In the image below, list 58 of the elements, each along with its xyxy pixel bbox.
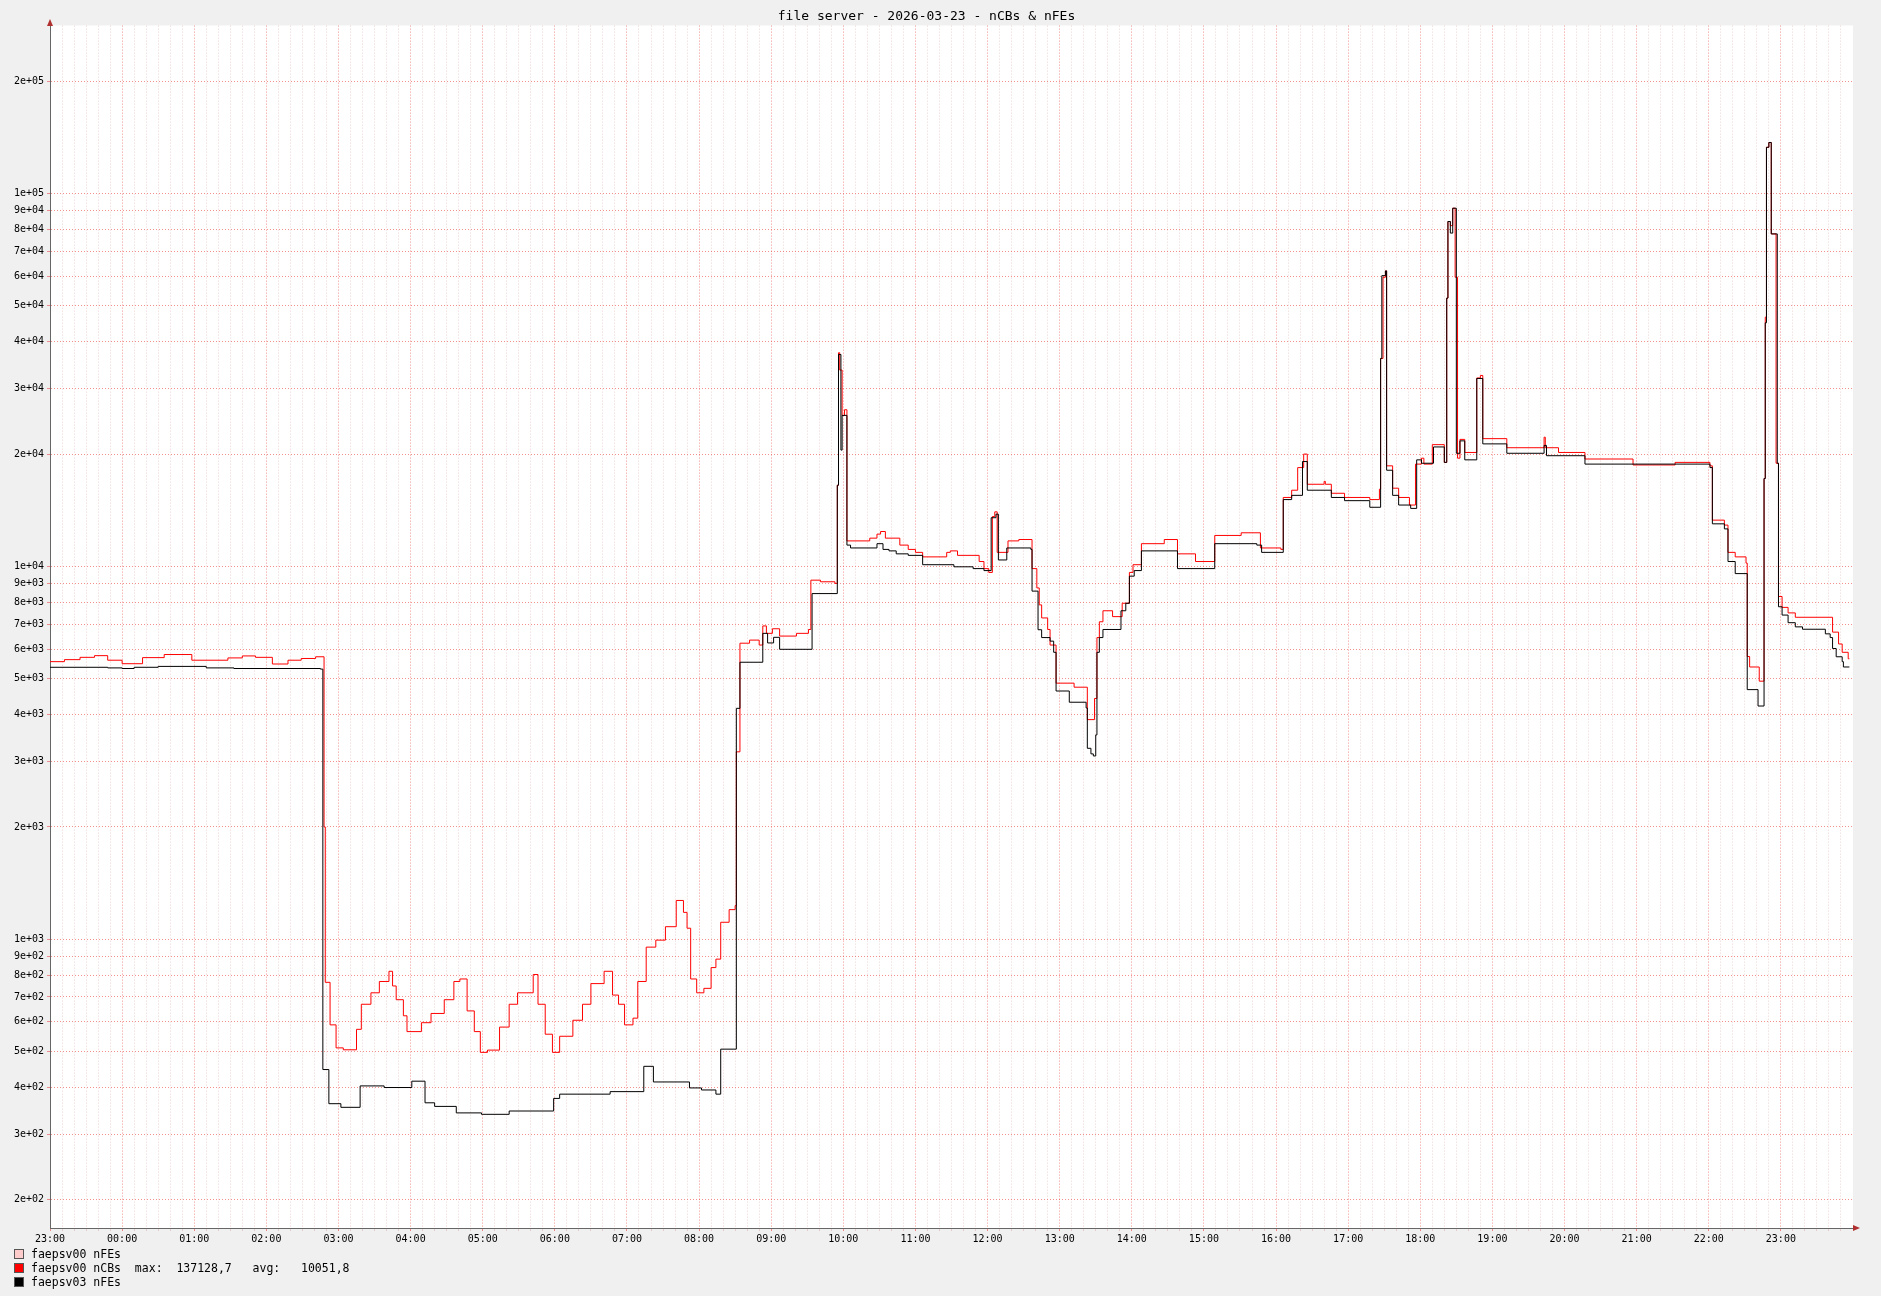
x-tick-label: 05:00 <box>467 1232 498 1244</box>
x-tick-label: 21:00 <box>1621 1232 1652 1244</box>
y-tick-label: 7e+02 <box>13 990 44 1002</box>
x-tick-label: 23:00 <box>1765 1232 1796 1244</box>
text: max: 137128,7 avg: 10051,8 <box>134 1261 350 1275</box>
x-tick-label: 17:00 <box>1333 1232 1364 1244</box>
y-tick-label: 7e+04 <box>13 244 44 256</box>
y-tick-label: 4e+04 <box>13 335 44 347</box>
y-tick-label: 7e+03 <box>13 617 44 629</box>
legend-label: faepsv03 nFEs <box>31 1275 122 1289</box>
y-tick-label: 8e+02 <box>13 968 44 980</box>
x-tick-label: 09:00 <box>756 1232 787 1244</box>
y-tick-label: 1e+05 <box>13 187 44 199</box>
y-tick-label: 3e+04 <box>13 382 44 394</box>
x-tick-label: 02:00 <box>251 1232 282 1244</box>
x-tick-label: 18:00 <box>1405 1232 1436 1244</box>
chart-title: file server - 2026-03-23 - nCBs & nFEs <box>777 8 1076 24</box>
legend-label: faepsv00 nFEs <box>31 1247 122 1261</box>
x-tick-label: 13:00 <box>1044 1232 1075 1244</box>
x-tick-label: 20:00 <box>1549 1232 1580 1244</box>
y-tick-label: 5e+04 <box>13 299 44 311</box>
y-tick-label: 6e+03 <box>13 642 44 654</box>
y-tick-label: 5e+02 <box>13 1044 44 1056</box>
y-tick-label: 9e+04 <box>13 204 44 216</box>
y-tick-label: 9e+03 <box>13 576 44 588</box>
x-tick-label: 03:00 <box>323 1232 354 1244</box>
y-tick-label: 6e+02 <box>13 1015 44 1027</box>
x-tick-label: 23:00 <box>34 1232 66 1244</box>
y-tick-label: 8e+03 <box>13 596 44 608</box>
x-tick-label: 19:00 <box>1477 1232 1508 1244</box>
x-tick-label: 00:00 <box>107 1232 138 1244</box>
y-tick-label: 8e+04 <box>13 223 44 235</box>
y-tick-label: 2e+02 <box>13 1193 44 1205</box>
x-tick-label: 12:00 <box>972 1232 1003 1244</box>
x-tick-label: 08:00 <box>684 1232 715 1244</box>
x-tick-label: 22:00 <box>1693 1232 1724 1244</box>
legend-label: faepsv00 nCBs <box>31 1261 122 1275</box>
x-tick-label: 14:00 <box>1116 1232 1147 1244</box>
y-tick-label: 5e+03 <box>13 672 44 684</box>
x-tick-label: 15:00 <box>1188 1232 1219 1244</box>
x-tick-label: 07:00 <box>611 1232 643 1244</box>
y-tick-label: 6e+04 <box>13 269 44 281</box>
y-tick-label: 1e+03 <box>13 932 44 944</box>
y-tick-label: 3e+03 <box>13 754 44 766</box>
y-tick-label: 2e+05 <box>13 74 44 86</box>
y-tick-label: 3e+02 <box>13 1127 44 1139</box>
y-tick-label: 2e+03 <box>13 820 44 832</box>
y-tick-label: 4e+03 <box>13 708 44 720</box>
x-tick-label: 06:00 <box>539 1232 570 1244</box>
x-tick-label: 10:00 <box>828 1232 859 1244</box>
x-tick-label: 16:00 <box>1260 1232 1292 1244</box>
y-tick-label: 4e+02 <box>13 1081 44 1093</box>
x-tick-label: 11:00 <box>900 1232 931 1244</box>
y-tick-label: 9e+02 <box>13 949 44 961</box>
x-tick-label: 01:00 <box>179 1232 210 1244</box>
y-tick-label: 2e+04 <box>13 447 44 459</box>
y-tick-label: 1e+04 <box>13 559 44 571</box>
x-tick-label: 04:00 <box>395 1232 426 1244</box>
